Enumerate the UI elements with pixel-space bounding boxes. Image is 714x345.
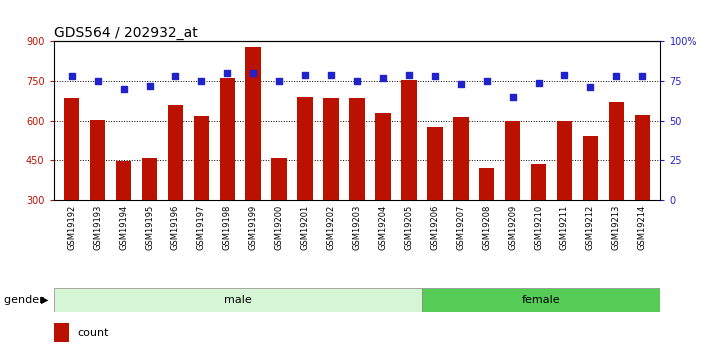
Bar	[422, 288, 660, 312]
Bar	[505, 121, 521, 200]
Point	[273, 78, 285, 84]
Bar	[557, 121, 572, 200]
Point	[455, 81, 466, 87]
Bar	[219, 78, 235, 200]
Bar	[193, 116, 209, 200]
Point	[66, 73, 77, 79]
Text: GSM19192: GSM19192	[67, 205, 76, 250]
Bar	[116, 161, 131, 200]
Point	[403, 72, 415, 78]
Text: GSM19207: GSM19207	[456, 205, 466, 250]
Text: GSM19197: GSM19197	[197, 205, 206, 250]
Point	[221, 70, 233, 76]
Point	[585, 85, 596, 90]
Point	[507, 94, 518, 100]
Bar	[401, 80, 417, 200]
Text: GSM19196: GSM19196	[171, 205, 180, 250]
Text: GSM19194: GSM19194	[119, 205, 128, 250]
Text: GDS564 / 202932_at: GDS564 / 202932_at	[54, 26, 197, 40]
Text: gender: gender	[4, 295, 47, 305]
Bar	[271, 158, 287, 200]
Point	[377, 75, 388, 81]
Point	[429, 73, 441, 79]
Text: GSM19208: GSM19208	[482, 205, 491, 250]
Text: GSM19195: GSM19195	[145, 205, 154, 250]
Point	[610, 73, 622, 79]
Bar	[583, 136, 598, 200]
Bar	[531, 164, 546, 200]
Text: ▶: ▶	[41, 295, 49, 305]
Bar	[168, 105, 183, 200]
Text: female: female	[522, 295, 560, 305]
Point	[299, 72, 311, 78]
Text: GSM19209: GSM19209	[508, 205, 517, 250]
Point	[533, 80, 544, 86]
Point	[637, 73, 648, 79]
Bar	[635, 115, 650, 200]
Bar	[427, 127, 443, 200]
Text: male: male	[223, 295, 251, 305]
Bar	[297, 97, 313, 200]
Bar	[453, 117, 468, 200]
Bar	[90, 120, 106, 200]
Bar	[608, 102, 624, 200]
Text: GSM19212: GSM19212	[586, 205, 595, 250]
Bar	[349, 98, 365, 200]
Point	[351, 78, 363, 84]
Point	[170, 73, 181, 79]
Text: GSM19193: GSM19193	[93, 205, 102, 250]
Text: GSM19205: GSM19205	[404, 205, 413, 250]
Bar	[54, 288, 422, 312]
Bar	[54, 323, 69, 342]
Point	[118, 86, 129, 92]
Text: GSM19200: GSM19200	[275, 205, 283, 250]
Bar	[64, 98, 79, 200]
Point	[481, 78, 493, 84]
Point	[144, 83, 155, 89]
Bar	[479, 168, 495, 200]
Text: GSM19202: GSM19202	[326, 205, 336, 250]
Bar	[323, 98, 339, 200]
Bar	[142, 158, 157, 200]
Text: GSM19210: GSM19210	[534, 205, 543, 250]
Text: GSM19206: GSM19206	[431, 205, 439, 250]
Point	[326, 72, 337, 78]
Text: GSM19213: GSM19213	[612, 205, 621, 250]
Text: GSM19199: GSM19199	[248, 205, 258, 250]
Text: count: count	[78, 328, 109, 337]
Text: GSM19214: GSM19214	[638, 205, 647, 250]
Text: GSM19201: GSM19201	[301, 205, 310, 250]
Text: GSM19211: GSM19211	[560, 205, 569, 250]
Point	[248, 70, 259, 76]
Text: GSM19203: GSM19203	[353, 205, 361, 250]
Point	[196, 78, 207, 84]
Bar	[246, 47, 261, 200]
Point	[559, 72, 570, 78]
Bar	[375, 113, 391, 200]
Point	[92, 78, 104, 84]
Text: GSM19204: GSM19204	[378, 205, 388, 250]
Text: GSM19198: GSM19198	[223, 205, 232, 250]
